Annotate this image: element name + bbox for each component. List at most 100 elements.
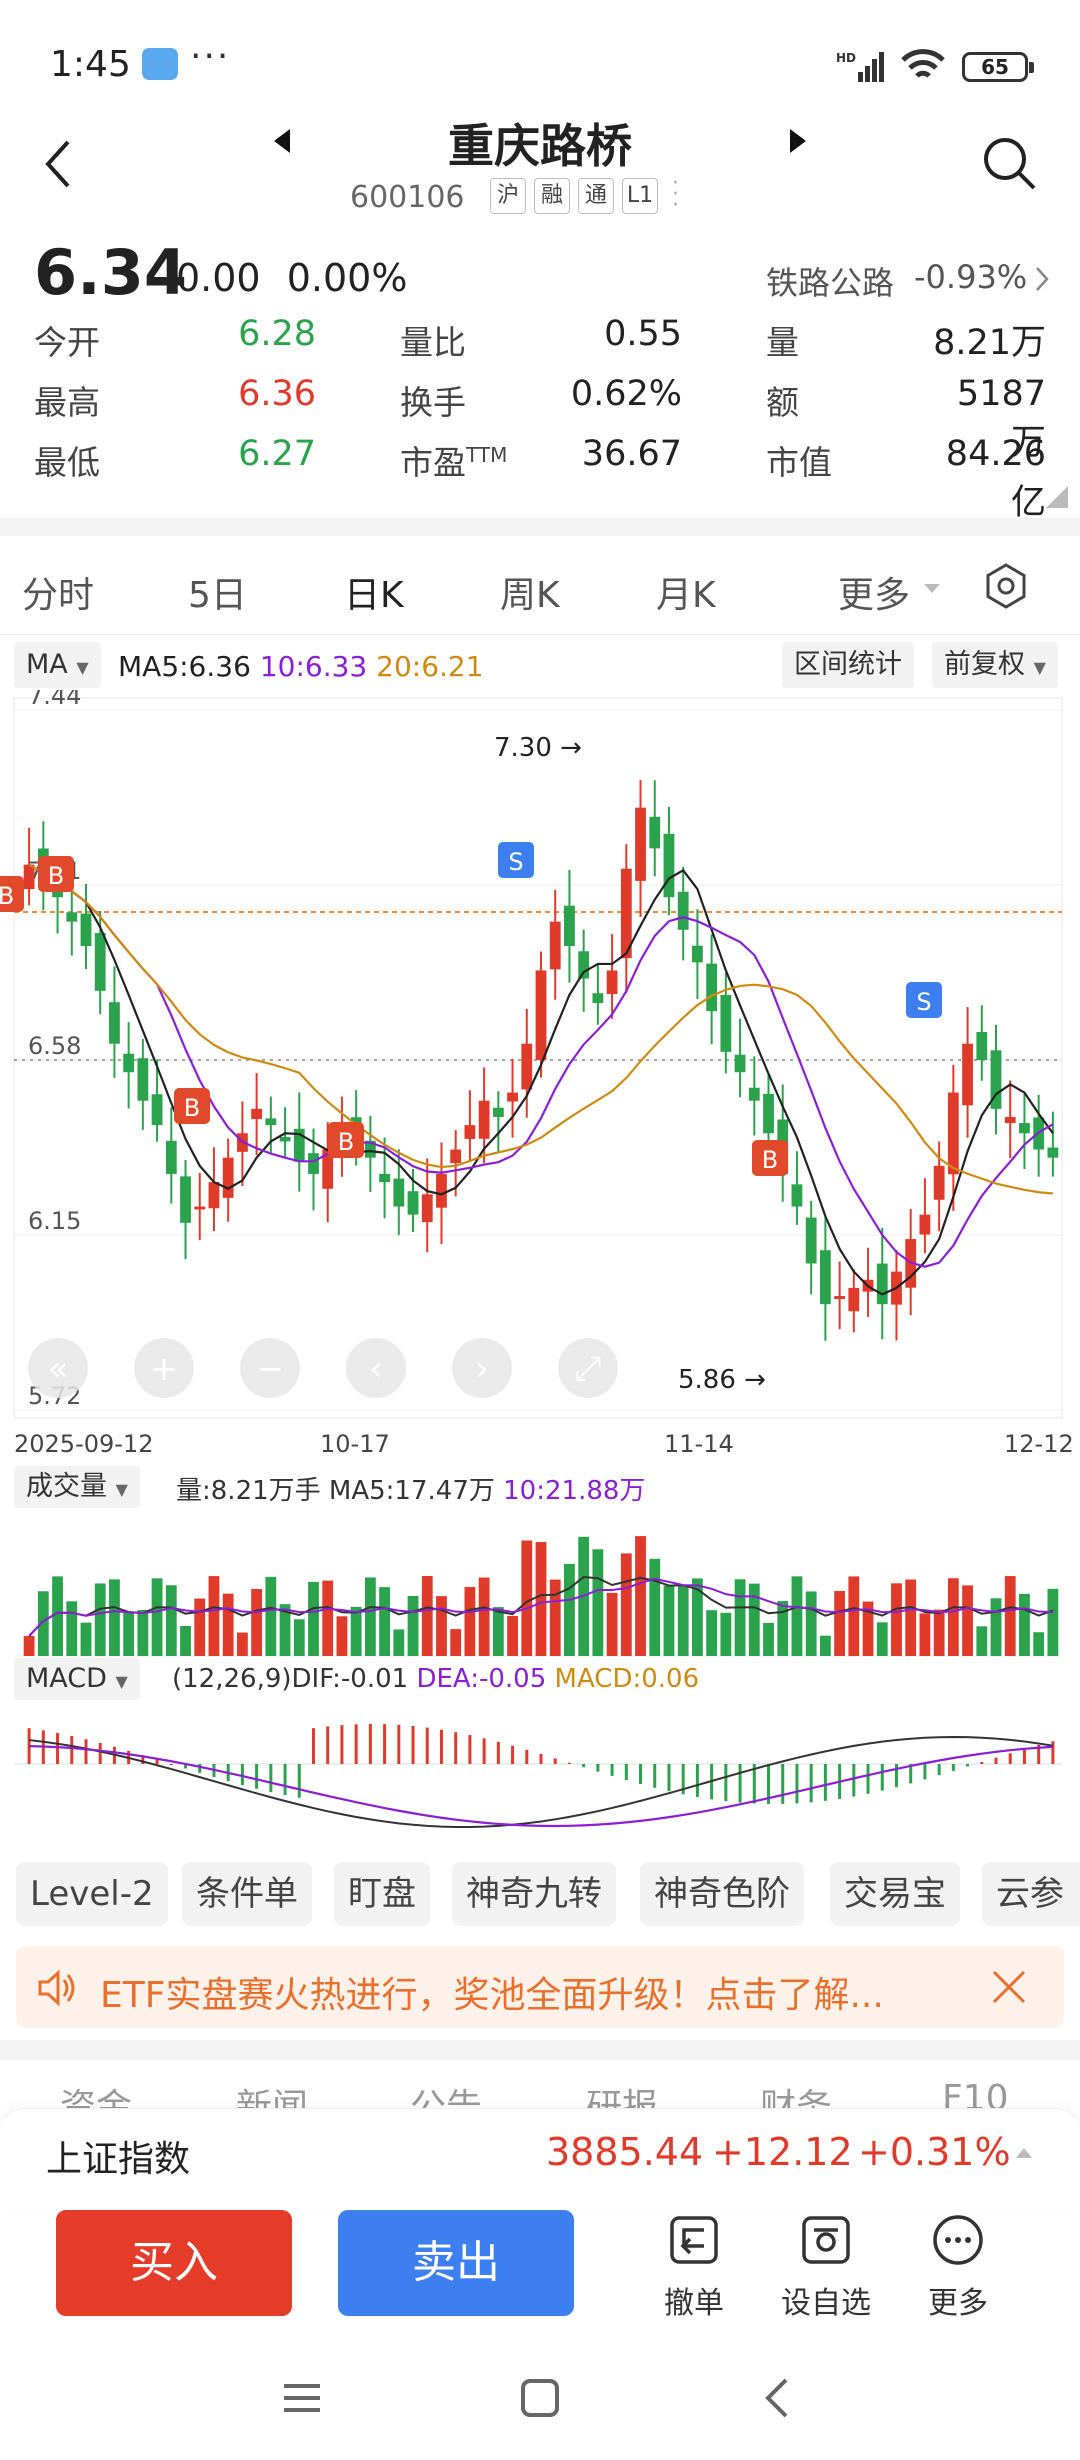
ma-selector[interactable]: MA ▼ xyxy=(14,642,101,688)
next-stock-icon[interactable] xyxy=(786,126,810,156)
tool-trade-treasure[interactable]: 交易宝 xyxy=(830,1862,960,1926)
more-label[interactable]: 更多 xyxy=(928,2286,988,2321)
tab-intraday[interactable]: 分时 xyxy=(22,575,95,616)
tool-level2[interactable]: Level-2 xyxy=(16,1862,168,1926)
candle-body xyxy=(635,807,646,881)
fullscreen-icon[interactable] xyxy=(558,1338,618,1398)
kline-chart[interactable]: 7.447.016.586.155.727.30 →5.86 →BBBBBSS«… xyxy=(0,690,1080,1460)
sell-button[interactable]: 卖出 xyxy=(338,2210,574,2316)
status-time: 1:45 xyxy=(50,44,131,85)
tag-more-icon[interactable]: · · · xyxy=(672,171,679,218)
volume-bar xyxy=(606,1592,618,1656)
macd-bar xyxy=(781,1764,785,1804)
macd-chart[interactable] xyxy=(0,1702,1080,1852)
sector-name[interactable]: 铁路公路 xyxy=(766,264,895,302)
chevron-right-icon[interactable] xyxy=(1032,264,1052,294)
volume-bar xyxy=(990,1598,1002,1656)
tab-weekly-k[interactable]: 周K xyxy=(500,575,560,616)
search-icon[interactable] xyxy=(980,134,1038,192)
quote-value: 8.21万 xyxy=(933,323,1046,363)
macd-selector[interactable]: MACD ▼ xyxy=(14,1658,140,1700)
candle-body xyxy=(407,1191,419,1215)
macd-bar xyxy=(852,1764,856,1797)
quote-label: 量 xyxy=(766,323,799,362)
index-expand-icon[interactable] xyxy=(1014,2146,1034,2160)
macd-bar xyxy=(70,1735,74,1764)
promo-banner[interactable] xyxy=(16,1946,1064,2028)
candle-body xyxy=(180,1176,191,1223)
add-watchlist-label[interactable]: 设自选 xyxy=(781,2286,871,2321)
section-divider xyxy=(0,518,1080,536)
tool-magic-color[interactable]: 神奇色阶 xyxy=(640,1862,804,1926)
close-icon[interactable] xyxy=(988,1966,1030,2008)
volume-bar xyxy=(891,1583,902,1656)
tab-monthly-k[interactable]: 月K xyxy=(656,575,716,616)
back-nav-icon[interactable] xyxy=(756,2376,800,2420)
volume-bar xyxy=(364,1577,376,1656)
zoom-in-icon[interactable] xyxy=(134,1338,194,1398)
sector-change[interactable]: -0.93% xyxy=(914,258,1028,296)
volume-bar xyxy=(393,1629,405,1656)
chart-settings-icon[interactable] xyxy=(982,562,1030,610)
rewind-icon[interactable] xyxy=(28,1338,88,1398)
home-nav-icon[interactable] xyxy=(518,2376,562,2420)
cancel-order-label[interactable]: 撤单 xyxy=(664,2286,724,2321)
volume-bar xyxy=(492,1607,504,1656)
quote-label: 最高 xyxy=(34,383,100,422)
tab-daily-k[interactable]: 日K xyxy=(344,575,404,616)
tool-magic-nine[interactable]: 神奇九转 xyxy=(452,1862,616,1926)
tab-more[interactable]: 更多 xyxy=(838,575,911,616)
macd-bar xyxy=(937,1764,941,1776)
volume-bar xyxy=(222,1593,234,1656)
adjust-caret-icon: ▼ xyxy=(1033,658,1046,677)
chevron-left-icon[interactable] xyxy=(346,1338,406,1398)
zoom-out-icon[interactable] xyxy=(240,1338,300,1398)
back-icon[interactable] xyxy=(38,136,78,192)
promo-banner-text[interactable]: ETF实盘赛火热进行，奖池全面升级！点击了解... xyxy=(100,1975,884,2016)
macd-bar xyxy=(98,1742,102,1764)
macd-dea: DEA:-0.05 xyxy=(416,1664,547,1694)
quote-label: 最低 xyxy=(34,443,100,482)
sell-signal xyxy=(498,842,534,878)
more-icon[interactable] xyxy=(930,2212,986,2268)
more-caret-icon[interactable] xyxy=(924,582,940,594)
index-bar[interactable] xyxy=(0,2108,1080,2208)
volume-chart[interactable] xyxy=(0,1508,1080,1658)
x-axis-label: 2025-09-12 xyxy=(14,1430,153,1458)
macd-bar xyxy=(383,1724,387,1764)
candle-body xyxy=(194,1206,206,1210)
macd-bar xyxy=(198,1764,202,1773)
expand-corner-icon[interactable] xyxy=(1046,486,1068,508)
volume-bar xyxy=(848,1576,860,1656)
menu-nav-icon[interactable] xyxy=(280,2376,324,2420)
macd-bar xyxy=(624,1764,628,1781)
index-name[interactable]: 上证指数 xyxy=(46,2139,191,2180)
volume-selector[interactable]: 成交量 ▼ xyxy=(14,1466,140,1508)
chevron-right-icon[interactable] xyxy=(452,1338,512,1398)
candle-body xyxy=(436,1173,447,1208)
tool-monitor[interactable]: 盯盘 xyxy=(334,1862,430,1926)
macd-bar xyxy=(767,1764,771,1804)
tab-5day[interactable]: 5日 xyxy=(188,575,247,616)
macd-bar xyxy=(994,1757,998,1764)
macd-bar xyxy=(909,1764,913,1784)
high-annotation: 7.30 → xyxy=(494,733,582,763)
tag-connect: 通 xyxy=(578,178,614,214)
add-watchlist-icon[interactable] xyxy=(798,2212,854,2268)
buy-button[interactable]: 买入 xyxy=(56,2210,292,2316)
volume-bar xyxy=(109,1579,120,1656)
signal-icon: HD xyxy=(836,51,884,82)
adjust-selector[interactable]: 前复权 ▼ xyxy=(932,642,1058,688)
macd-bar xyxy=(966,1764,970,1767)
range-stats-button[interactable]: 区间统计 xyxy=(782,642,914,688)
cancel-order-icon[interactable] xyxy=(666,2212,722,2268)
tool-conditional-order[interactable]: 条件单 xyxy=(182,1862,312,1926)
macd-bar xyxy=(1037,1745,1041,1764)
candle-body xyxy=(1004,1116,1016,1124)
buy-signal xyxy=(0,876,24,912)
volume-bar xyxy=(478,1577,490,1656)
macd-bar xyxy=(354,1724,358,1764)
battery-icon: 65 xyxy=(962,52,1034,82)
prev-stock-icon[interactable] xyxy=(270,126,294,156)
tool-cloud[interactable]: 云参 xyxy=(982,1862,1080,1926)
